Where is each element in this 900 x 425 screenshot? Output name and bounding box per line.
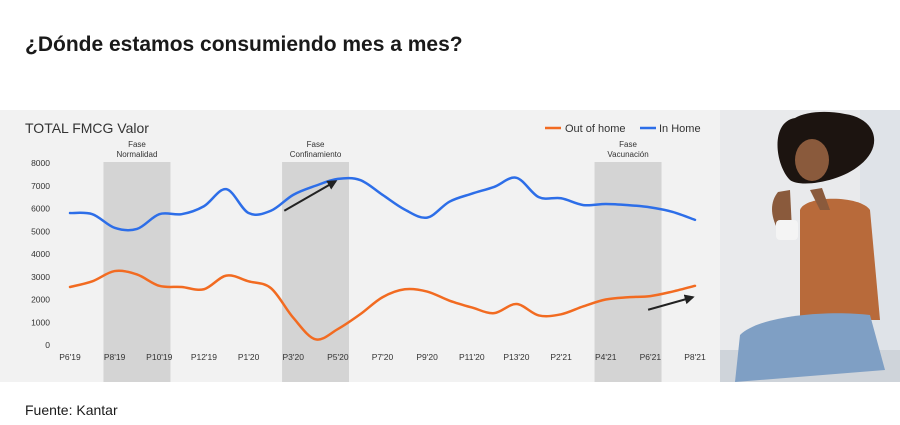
x-tick-label: P12'19 xyxy=(191,352,217,362)
legend-label-out-of-home: Out of home xyxy=(565,123,626,135)
y-axis: 0 1000 2000 3000 4000 5000 6000 7000 8000 xyxy=(31,158,50,350)
y-tick-label: 4000 xyxy=(31,249,50,259)
x-axis: P6'19 P8'19 P10'19 P12'19 P1'20 P3'20 P5'20 P7'… xyxy=(59,352,706,362)
x-tick-label: P4'21 xyxy=(595,352,617,362)
x-tick-label: P13'20 xyxy=(503,352,529,362)
y-tick-label: 8000 xyxy=(31,158,50,168)
x-tick-label: P8'21 xyxy=(684,352,706,362)
x-tick-label: P9'20 xyxy=(416,352,438,362)
y-tick-label: 0 xyxy=(45,340,50,350)
y-tick-label: 6000 xyxy=(31,204,50,214)
page-title: ¿Dónde estamos consumiendo mes a mes? xyxy=(25,33,463,56)
x-tick-label: P3'20 xyxy=(282,352,304,362)
y-tick-label: 5000 xyxy=(31,226,50,236)
x-tick-label: P10'19 xyxy=(146,352,172,362)
y-tick-label: 1000 xyxy=(31,317,50,327)
person-eating-yogurt-image xyxy=(720,110,900,382)
y-tick-label: 2000 xyxy=(31,295,50,305)
series-line-in-home xyxy=(68,176,697,232)
legend-label-in-home: In Home xyxy=(659,123,701,135)
series-lines xyxy=(68,176,697,341)
phase-label-line1: Fase xyxy=(619,140,637,149)
phase-label-line1: Fase xyxy=(128,140,146,149)
phase-band xyxy=(282,162,350,382)
phase-band xyxy=(594,162,662,382)
phase-label-line2: Vacunación xyxy=(607,150,648,159)
x-tick-label: P6'21 xyxy=(640,352,662,362)
phase-label-line2: Confinamiento xyxy=(290,150,342,159)
source-note: Fuente: Kantar xyxy=(25,402,118,418)
x-tick-label: P11'20 xyxy=(459,352,485,362)
x-tick-label: P7'20 xyxy=(372,352,394,362)
trend-arrow xyxy=(647,294,695,311)
trend-arrow xyxy=(283,180,338,212)
line-chart: FaseNormalidadFaseConfinamientoFaseVacun… xyxy=(25,110,900,382)
x-tick-label: P6'19 xyxy=(59,352,81,362)
x-tick-label: P2'21 xyxy=(550,352,572,362)
phase-labels: FaseNormalidadFaseConfinamientoFaseVacun… xyxy=(117,140,649,159)
trend-arrows xyxy=(283,180,695,311)
phase-label-line1: Fase xyxy=(307,140,325,149)
phase-bands xyxy=(103,162,662,382)
phase-label-line2: Normalidad xyxy=(117,150,158,159)
chart-panel: Fase Normalidad Fase Confinamiento Fase Vacun… xyxy=(0,110,900,382)
legend: Out of home In Home xyxy=(545,123,701,135)
y-tick-label: 7000 xyxy=(31,181,50,191)
y-tick-label: 3000 xyxy=(31,272,50,282)
chart-title: TOTAL FMCG Valor xyxy=(25,120,149,136)
x-tick-label: P1'20 xyxy=(238,352,260,362)
x-tick-label: P8'19 xyxy=(104,352,126,362)
series-line-out-of-home xyxy=(68,269,697,341)
x-tick-label: P5'20 xyxy=(327,352,349,362)
